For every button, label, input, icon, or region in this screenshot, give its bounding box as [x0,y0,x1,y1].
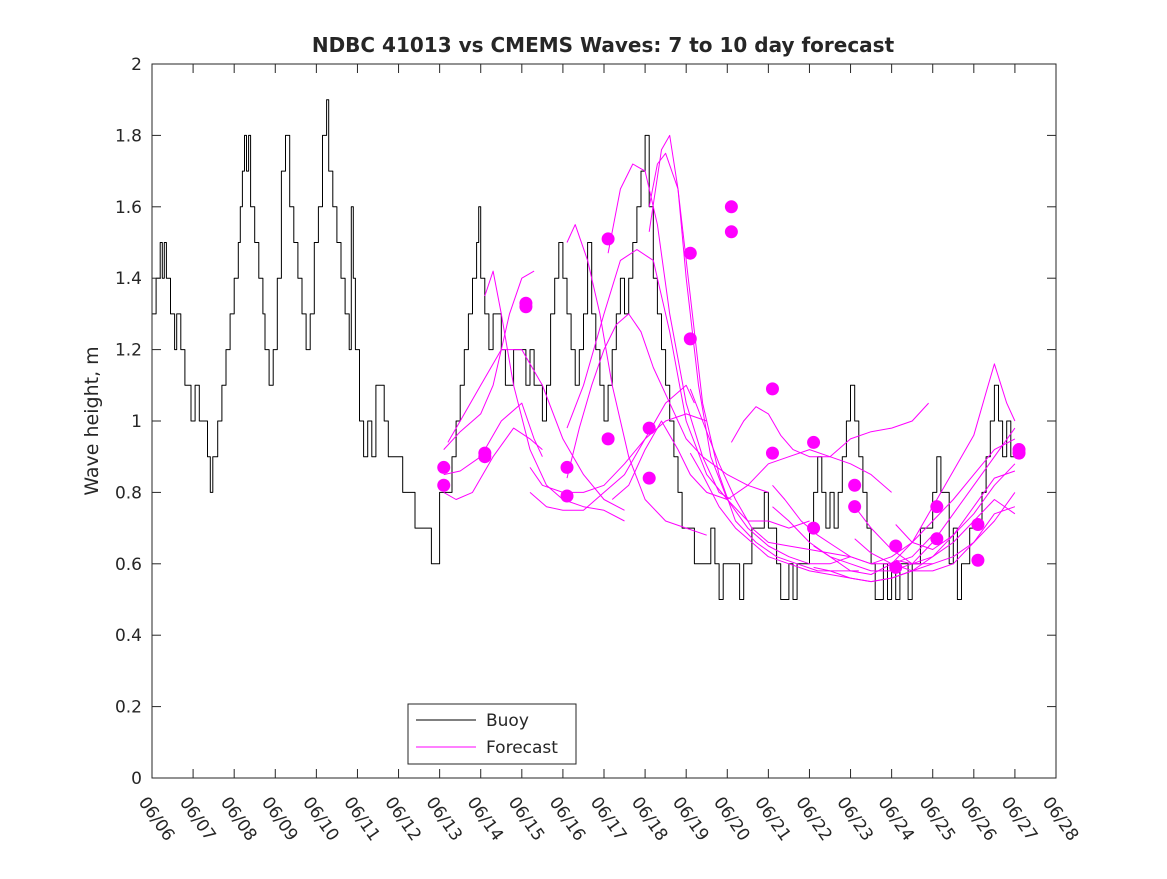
forecast-series-line-4 [447,349,625,511]
forecast-series-line-22 [854,492,1016,565]
forecast-marker-12 [683,246,697,260]
y-tick-label: 1.8 [115,126,142,146]
forecast-series-line-18 [772,438,1016,565]
forecast-marker-22 [889,539,903,553]
forecast-marker-3 [478,450,492,464]
y-tick-label: 0.6 [115,555,142,575]
forecast-marker-11 [642,471,656,485]
forecast-series-line-11 [566,249,810,529]
forecast-series-line-24 [895,470,1016,550]
series-layer [152,99,1016,600]
forecast-marker-19 [807,521,821,535]
y-tick-label: 0.8 [115,483,142,503]
forecast-marker-25 [930,532,944,546]
forecast-marker-21 [848,500,862,514]
buoy-series-line [152,99,1015,600]
y-tick-label: 0.2 [115,698,142,718]
marker-layer [437,200,1026,574]
legend-forecast-label: Forecast [486,738,558,758]
forecast-series-line-17 [730,402,929,458]
y-tick-label: 1.2 [115,341,142,361]
forecast-series-line-25 [895,499,1016,565]
y-tick-label: 1 [131,412,142,432]
forecast-marker-20 [848,478,862,492]
chart-title: NDBC 41013 vs CMEMS Waves: 7 to 10 day f… [312,33,895,57]
legend-buoy-label: Buoy [486,711,529,731]
forecast-marker-8 [601,232,615,246]
forecast-series-line-14 [611,420,892,500]
forecast-marker-5 [519,300,533,314]
y-tick-label: 0 [131,769,142,789]
forecast-marker-27 [971,553,985,567]
y-tick-label: 0.4 [115,626,142,646]
forecast-marker-1 [437,478,451,492]
forecast-marker-26 [971,518,985,532]
y-tick-label: 2 [131,55,142,75]
forecast-marker-24 [930,500,944,514]
forecast-series-line-8 [566,224,707,536]
forecast-marker-14 [724,200,738,214]
forecast-marker-16 [765,382,779,396]
y-tick-label: 1.4 [115,269,142,289]
forecast-marker-17 [765,446,779,460]
legend: Buoy Forecast [407,703,577,765]
y-tick-label: 1.6 [115,198,142,218]
forecast-marker-7 [560,489,574,503]
forecast-series-line-9 [607,163,732,500]
forecast-marker-9 [601,432,615,446]
forecast-marker-15 [724,225,738,239]
forecast-series-line-12 [648,134,851,565]
forecast-series-line-5 [484,270,625,522]
forecast-series-line-23 [854,506,1016,572]
forecast-marker-18 [807,435,821,449]
forecast-series-line-1 [443,427,543,500]
y-axis-label: Wave height, m [81,346,103,495]
legend-box [407,703,577,765]
forecast-marker-10 [642,421,656,435]
forecast-marker-0 [437,460,451,474]
forecast-marker-6 [560,460,574,474]
forecast-marker-13 [683,332,697,346]
forecast-series-line-3 [443,270,535,450]
forecast-series-line-2 [443,402,543,476]
forecast-series-line-6 [529,384,695,493]
forecast-marker-23 [889,560,903,574]
y-axis: 0 0.2 0.4 0.6 0.8 1 1.2 1.4 1.6 1.8 2 [115,55,1056,789]
forecast-marker-29 [1012,446,1026,460]
forecast-series-line-15 [689,388,934,565]
forecast-series-line-13 [648,152,859,572]
